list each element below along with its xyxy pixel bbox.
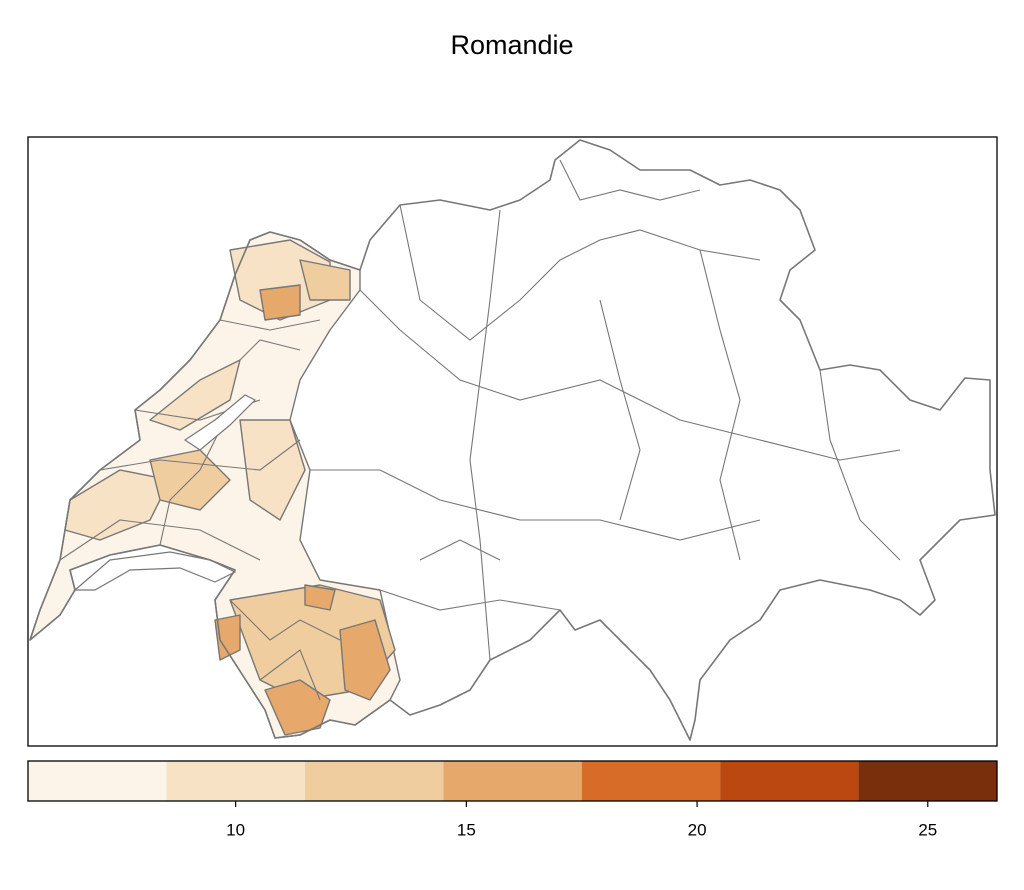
tick-label: 15 bbox=[457, 820, 476, 839]
legend-swatch bbox=[304, 761, 444, 801]
map bbox=[29, 139, 996, 741]
map-frame bbox=[27, 136, 998, 747]
legend-swatch bbox=[166, 761, 305, 801]
legend-swatch bbox=[443, 761, 582, 801]
legend-swatch bbox=[581, 761, 721, 801]
tick-label: 25 bbox=[918, 820, 937, 839]
tick-label: 10 bbox=[226, 820, 245, 839]
legend-swatch bbox=[28, 761, 167, 801]
legend-frame bbox=[27, 760, 998, 802]
map-title: Romandie bbox=[450, 30, 573, 60]
legend-swatch bbox=[858, 761, 997, 801]
legend-swatch bbox=[720, 761, 859, 801]
color-legend: 10 15 20 25 bbox=[28, 761, 997, 839]
map-region bbox=[64, 239, 331, 541]
map-region bbox=[214, 284, 391, 736]
tick-label: 20 bbox=[688, 820, 707, 839]
